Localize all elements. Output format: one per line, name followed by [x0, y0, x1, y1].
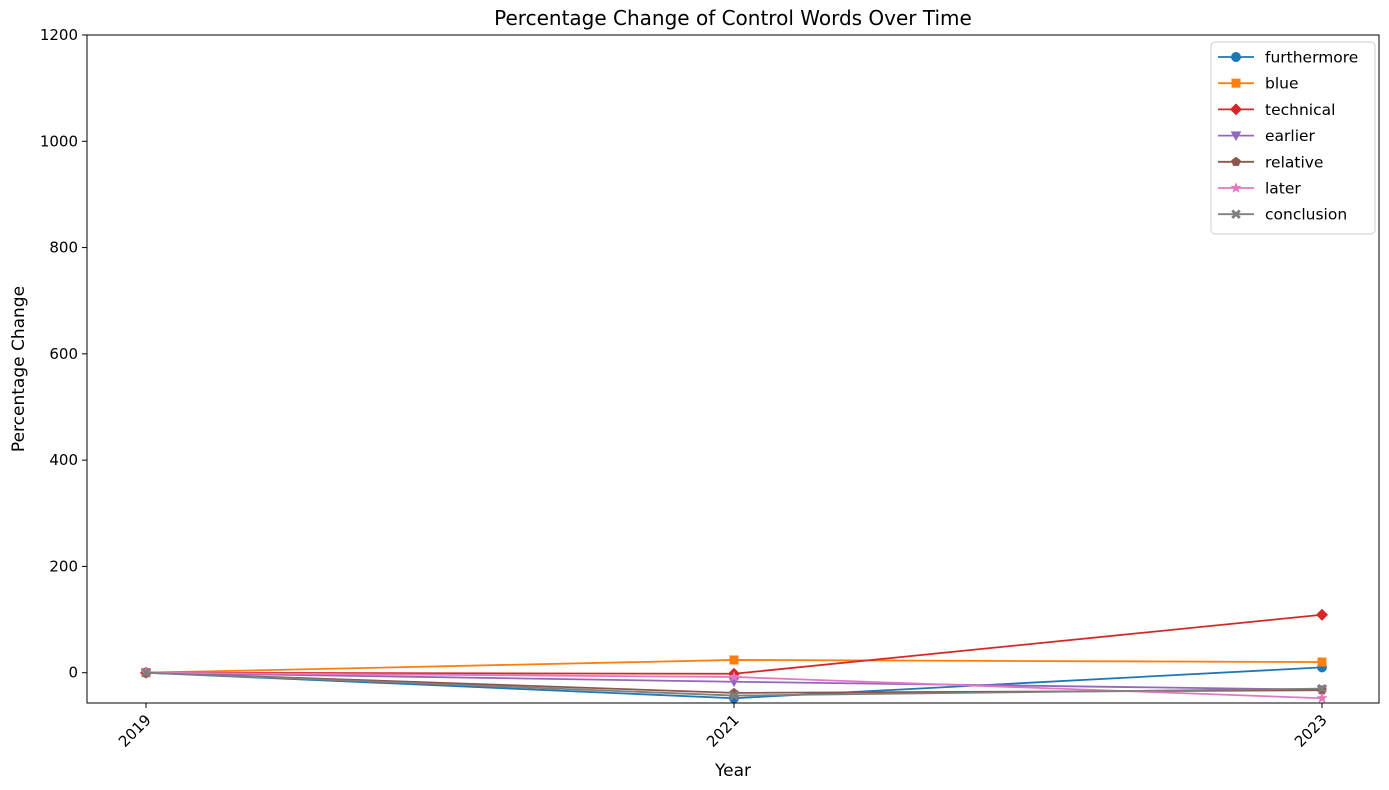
- y-tick-label: 400: [49, 451, 78, 469]
- series-conclusion: [141, 667, 1327, 701]
- data-point-marker: [1231, 209, 1241, 220]
- plot-area-frame: [86, 34, 1380, 704]
- legend-item: technical: [1218, 101, 1335, 119]
- x-tick-label: 2023: [1291, 711, 1331, 751]
- legend-label: later: [1265, 180, 1301, 198]
- legend-item: relative: [1218, 153, 1323, 171]
- data-point-marker: [728, 671, 740, 682]
- legend-label: blue: [1265, 75, 1299, 93]
- legend-label: technical: [1265, 101, 1335, 119]
- y-tick-label: 600: [49, 345, 78, 363]
- legend-item: blue: [1218, 75, 1299, 93]
- x-tick-label: 2021: [703, 711, 743, 751]
- y-axis-title: Percentage Change: [9, 286, 29, 452]
- data-point-marker: [1230, 131, 1242, 142]
- y-tick-label: 1000: [40, 132, 78, 150]
- data-point-marker: [1231, 52, 1241, 62]
- data-point-marker: [729, 690, 739, 701]
- y-tick-label: 0: [68, 664, 78, 682]
- data-point-marker: [1315, 608, 1329, 621]
- legend-item: earlier: [1218, 127, 1316, 145]
- legend-label: furthermore: [1265, 49, 1358, 67]
- y-tick-label: 1200: [40, 26, 78, 44]
- data-point-marker: [1316, 692, 1328, 704]
- legend: furthermore blue technical earlier relative l…: [1210, 41, 1376, 235]
- legend-item: later: [1218, 180, 1301, 198]
- legend-label: conclusion: [1265, 206, 1347, 224]
- data-point-marker: [1231, 78, 1241, 88]
- data-point-marker: [729, 655, 739, 665]
- legend-item: conclusion: [1218, 206, 1347, 224]
- data-point-marker: [1231, 156, 1241, 166]
- data-point-marker: [1229, 103, 1243, 116]
- data-point-marker: [1317, 657, 1327, 667]
- y-tick-label: 800: [49, 239, 78, 257]
- legend-item: furthermore: [1218, 49, 1358, 67]
- legend-label: earlier: [1265, 127, 1316, 145]
- legend-box: [1210, 41, 1376, 235]
- series-line: [145, 613, 1323, 675]
- data-point-marker: [1230, 182, 1242, 193]
- y-tick-label: 200: [49, 557, 78, 575]
- chart-title: Percentage Change of Control Words Over …: [494, 6, 972, 30]
- legend-label: relative: [1265, 153, 1323, 171]
- data-point-marker: [1317, 683, 1327, 694]
- axis-ticks: 0 200 400 600 800 1000 1200 2019 2021 2023: [40, 26, 1331, 751]
- data-point-marker: [141, 667, 151, 678]
- series-lines: [139, 608, 1329, 704]
- x-axis-title: Year: [714, 761, 751, 781]
- x-tick-label: 2019: [115, 711, 155, 751]
